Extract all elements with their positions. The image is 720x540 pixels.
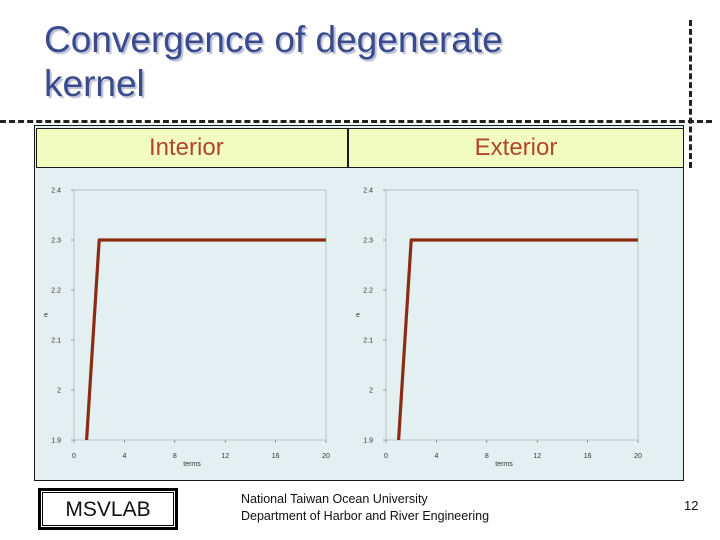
header-interior-label: Interior xyxy=(149,134,224,161)
dashed-divider-vertical xyxy=(689,20,692,168)
x-tick-label: 8 xyxy=(485,453,489,460)
series-line-0 xyxy=(85,238,326,441)
charts-panel xyxy=(34,125,684,481)
x-tick-label: 4 xyxy=(434,453,438,460)
y-axis-label: e xyxy=(356,312,360,319)
header-exterior-label: Exterior xyxy=(474,134,558,161)
y-axis-label: e xyxy=(44,312,48,319)
y-tick-label: 1.9 xyxy=(363,438,373,445)
plot-frame-0 xyxy=(73,189,327,441)
university-name: National Taiwan Ocean University xyxy=(241,492,428,506)
department-name: Department of Harbor and River Engineeri… xyxy=(241,509,490,523)
x-tick-label: 12 xyxy=(221,453,229,460)
y-tick-label: 2.4 xyxy=(51,188,61,195)
x-tick-label: 12 xyxy=(533,453,541,460)
x-tick-label: 0 xyxy=(72,453,76,460)
y-tick-label: 2 xyxy=(57,388,61,395)
plot-frame-1 xyxy=(385,189,639,441)
x-axis-label: terms xyxy=(183,461,201,468)
series-line-0 xyxy=(397,238,638,441)
y-tick-label: 2.1 xyxy=(363,338,373,345)
y-tick-label: 2.3 xyxy=(51,238,61,245)
x-tick-label: 20 xyxy=(322,453,330,460)
x-tick-label: 8 xyxy=(173,453,177,460)
y-tick-label: 2.4 xyxy=(363,188,373,195)
y-tick-label: 2.2 xyxy=(51,288,61,295)
lab-logo-box: MSVLAB xyxy=(38,488,178,530)
page-number: 12 xyxy=(684,498,699,513)
y-tick-label: 2.2 xyxy=(363,288,373,295)
slide-title: Convergence of degenerate kernel xyxy=(44,19,503,104)
y-tick-label: 2.1 xyxy=(51,338,61,345)
x-axis-label: terms xyxy=(495,461,513,468)
dashed-divider-horizontal xyxy=(0,120,712,123)
x-tick-label: 16 xyxy=(272,453,280,460)
y-tick-label: 2 xyxy=(369,388,373,395)
footer-institution: National Taiwan Ocean University Departm… xyxy=(241,491,489,525)
x-tick-label: 0 xyxy=(384,453,388,460)
y-tick-label: 1.9 xyxy=(51,438,61,445)
x-tick-label: 20 xyxy=(634,453,642,460)
x-tick-label: 4 xyxy=(122,453,126,460)
interior-convergence-chart: 1.9 2 2.1 2.2 2.3 2.4 0 4 8 12 16 20 terms e xyxy=(44,188,330,469)
lab-name: MSVLAB xyxy=(65,498,151,521)
x-tick-label: 16 xyxy=(584,453,592,460)
exterior-convergence-chart: 1.9 2 2.1 2.2 2.3 2.4 0 4 8 12 16 20 terms e xyxy=(356,188,642,469)
header-interior: Interior xyxy=(36,128,348,168)
header-exterior: Exterior xyxy=(348,128,684,168)
y-tick-label: 2.3 xyxy=(363,238,373,245)
